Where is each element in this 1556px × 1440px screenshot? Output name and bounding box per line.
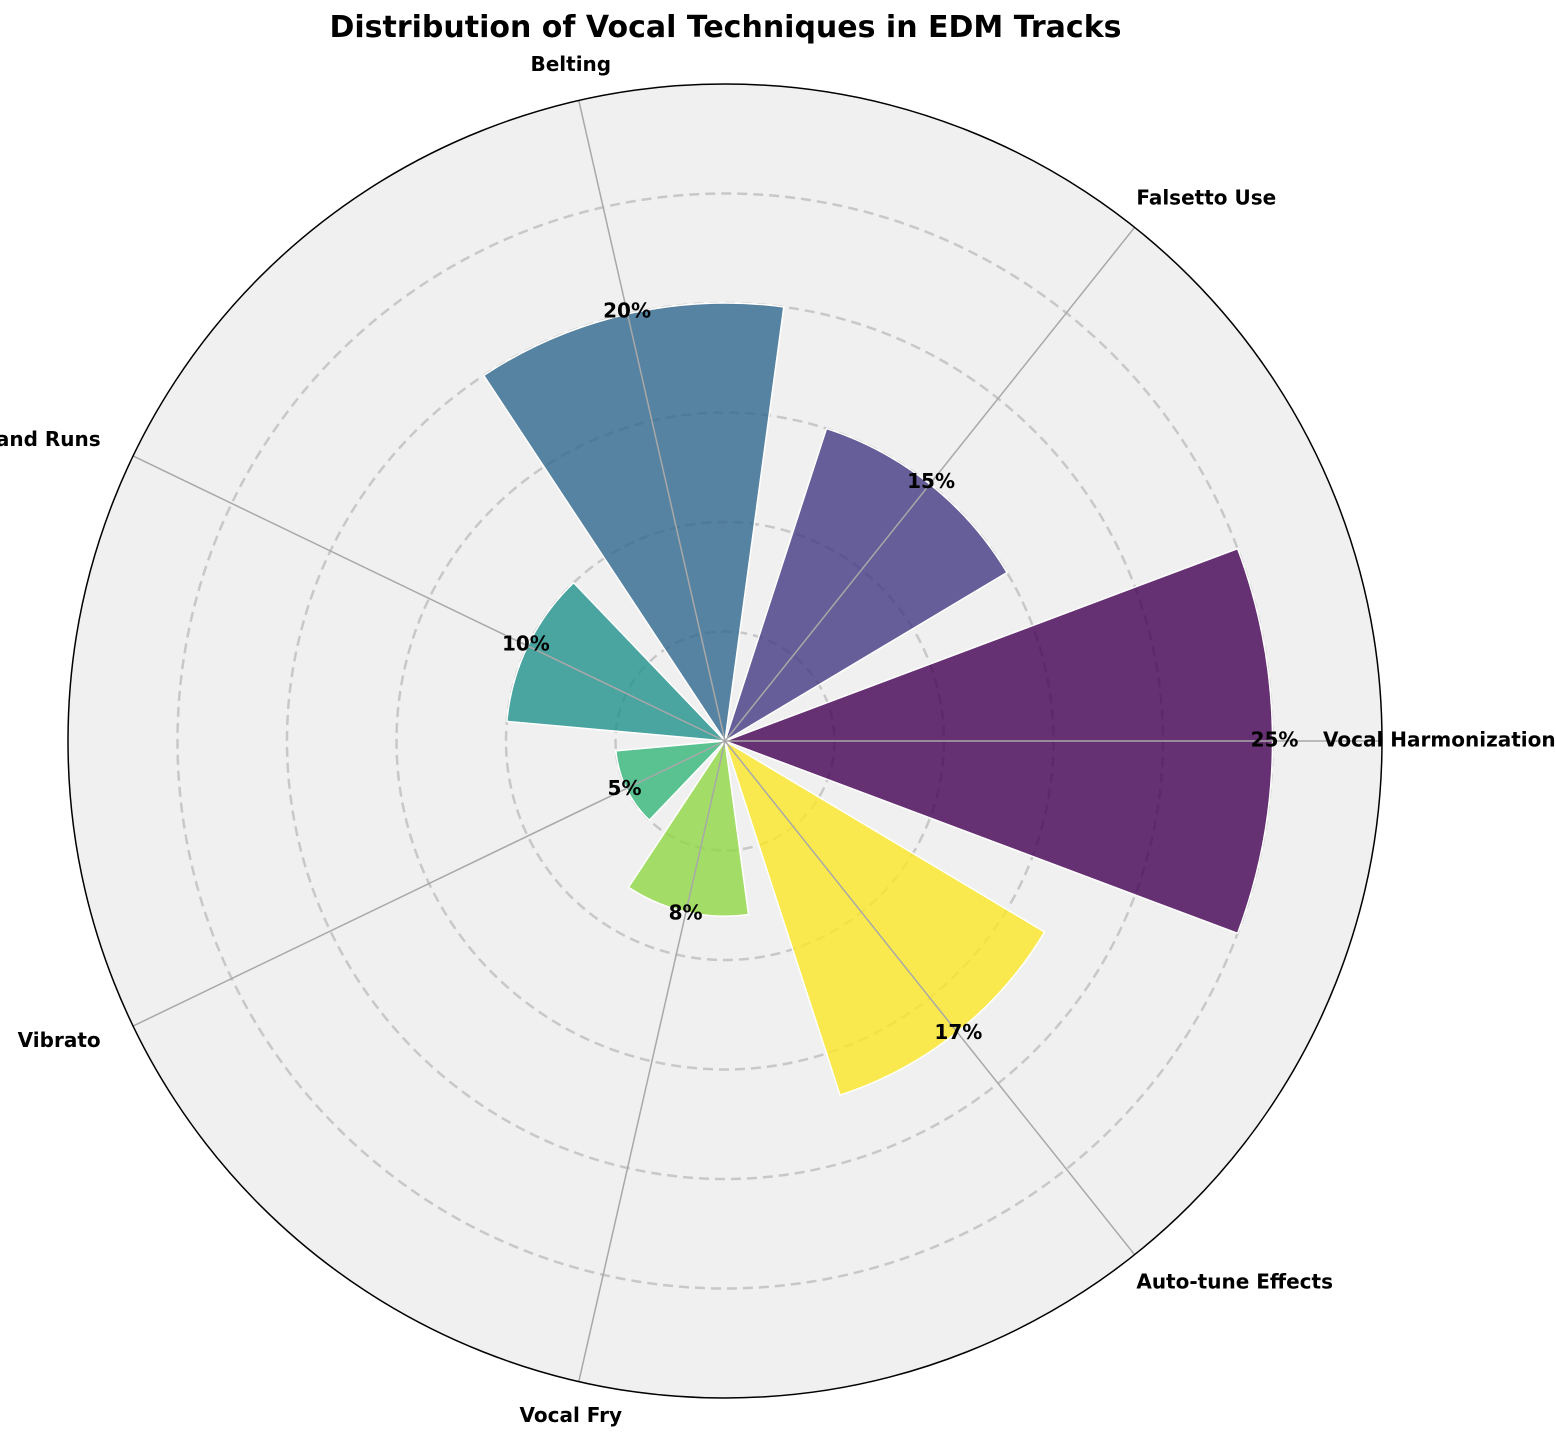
category-label: Riffing and Runs bbox=[0, 427, 101, 451]
polar-frame bbox=[67, 83, 1383, 1399]
category-label: Vocal Harmonization bbox=[1323, 728, 1556, 752]
category-label: Vibrato bbox=[18, 1028, 101, 1052]
angular-gridline bbox=[132, 455, 726, 742]
category-label: Falsetto Use bbox=[1136, 186, 1276, 210]
category-label: Auto-tune Effects bbox=[1136, 1269, 1333, 1293]
value-label: 10% bbox=[502, 632, 550, 656]
category-label: Belting bbox=[530, 52, 611, 76]
angular-gridlines bbox=[132, 100, 1382, 1382]
value-label: 25% bbox=[1251, 728, 1299, 752]
category-label: Vocal Fry bbox=[520, 1403, 623, 1427]
value-label: 5% bbox=[608, 776, 642, 800]
polar-spine bbox=[67, 83, 1383, 1399]
chart-title: Distribution of Vocal Techniques in EDM … bbox=[329, 10, 1122, 45]
angular-gridline bbox=[724, 226, 1136, 742]
labels: Vocal Harmonization Falsetto Use Belting Ri… bbox=[0, 52, 1556, 1427]
angular-gridline bbox=[132, 740, 726, 1027]
value-label: 17% bbox=[934, 1020, 982, 1044]
value-label: 8% bbox=[669, 900, 703, 924]
value-label: 20% bbox=[603, 299, 651, 323]
value-label: 15% bbox=[907, 469, 955, 493]
angular-gridline bbox=[578, 100, 726, 742]
angular-gridline bbox=[724, 740, 1136, 1256]
angular-gridline bbox=[578, 740, 726, 1382]
